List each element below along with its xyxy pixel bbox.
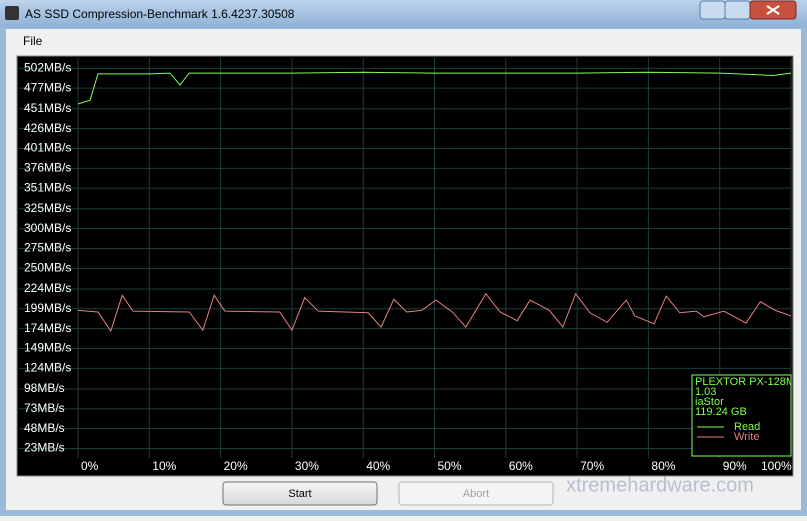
x-tick-label: 30% — [295, 459, 319, 473]
maximize-button[interactable] — [724, 0, 751, 20]
y-tick-label: 98MB/s — [24, 381, 65, 395]
data-line — [77, 71, 792, 105]
y-tick-label: 502MB/s — [24, 60, 71, 74]
y-tick-label: 149MB/s — [24, 341, 71, 355]
y-tick-label: 224MB/s — [24, 281, 71, 295]
data-line — [77, 292, 792, 333]
legend-label: Write — [734, 431, 759, 443]
x-tick-label: 50% — [438, 459, 462, 473]
app-icon — [5, 6, 19, 20]
device-info: iaStor — [695, 396, 724, 408]
x-tick-label: 80% — [651, 459, 675, 473]
y-tick-label: 275MB/s — [24, 241, 71, 255]
legend-box — [691, 374, 792, 457]
window-title: AS SSD Compression-Benchmark 1.6.4237.30… — [25, 7, 295, 21]
start-button-label[interactable]: Start — [288, 488, 311, 500]
x-tick-label: 100% — [761, 459, 792, 473]
y-tick-label: 73MB/s — [24, 401, 65, 415]
y-tick-label: 250MB/s — [24, 260, 71, 274]
minimize-button[interactable] — [699, 0, 726, 20]
x-tick-label: 70% — [580, 459, 604, 473]
y-tick-label: 124MB/s — [24, 360, 71, 374]
x-tick-label: 40% — [366, 459, 390, 473]
x-tick-label: 60% — [509, 459, 533, 473]
menu-item[interactable]: File — [23, 34, 43, 48]
y-tick-label: 174MB/s — [24, 321, 71, 335]
device-info: 119.24 GB — [695, 406, 747, 418]
y-tick-label: 376MB/s — [24, 160, 71, 174]
watermark: xtremehardware.com — [566, 474, 754, 496]
x-tick-label: 10% — [152, 459, 176, 473]
x-tick-label: 0% — [81, 459, 99, 473]
y-tick-label: 477MB/s — [24, 80, 71, 94]
y-tick-label: 300MB/s — [24, 221, 71, 235]
start-button[interactable] — [222, 481, 378, 506]
y-tick-label: 451MB/s — [24, 101, 71, 115]
y-tick-label: 48MB/s — [24, 421, 65, 435]
y-tick-label: 199MB/s — [24, 301, 71, 315]
chart-area — [16, 55, 794, 477]
y-tick-label: 426MB/s — [24, 121, 71, 135]
x-tick-label: 20% — [224, 459, 248, 473]
device-info: 1.03 — [695, 386, 716, 398]
y-tick-label: 401MB/s — [24, 141, 71, 155]
chart: 502MB/s 477MB/s 451MB/s 426MB/s 401MB/s 376MB… — [19, 58, 795, 473]
y-tick-label: 351MB/s — [24, 180, 71, 194]
y-tick-label: 23MB/s — [24, 441, 65, 455]
abort-button — [398, 481, 554, 506]
title-bar — [0, 0, 807, 28]
abort-button-label: Abort — [463, 488, 489, 500]
legend-label: Read — [734, 421, 760, 433]
x-tick-label: 90% — [723, 459, 747, 473]
y-tick-label: 325MB/s — [24, 201, 71, 215]
close-icon — [766, 5, 780, 15]
device-info: PLEXTOR PX-128M — [695, 376, 795, 388]
